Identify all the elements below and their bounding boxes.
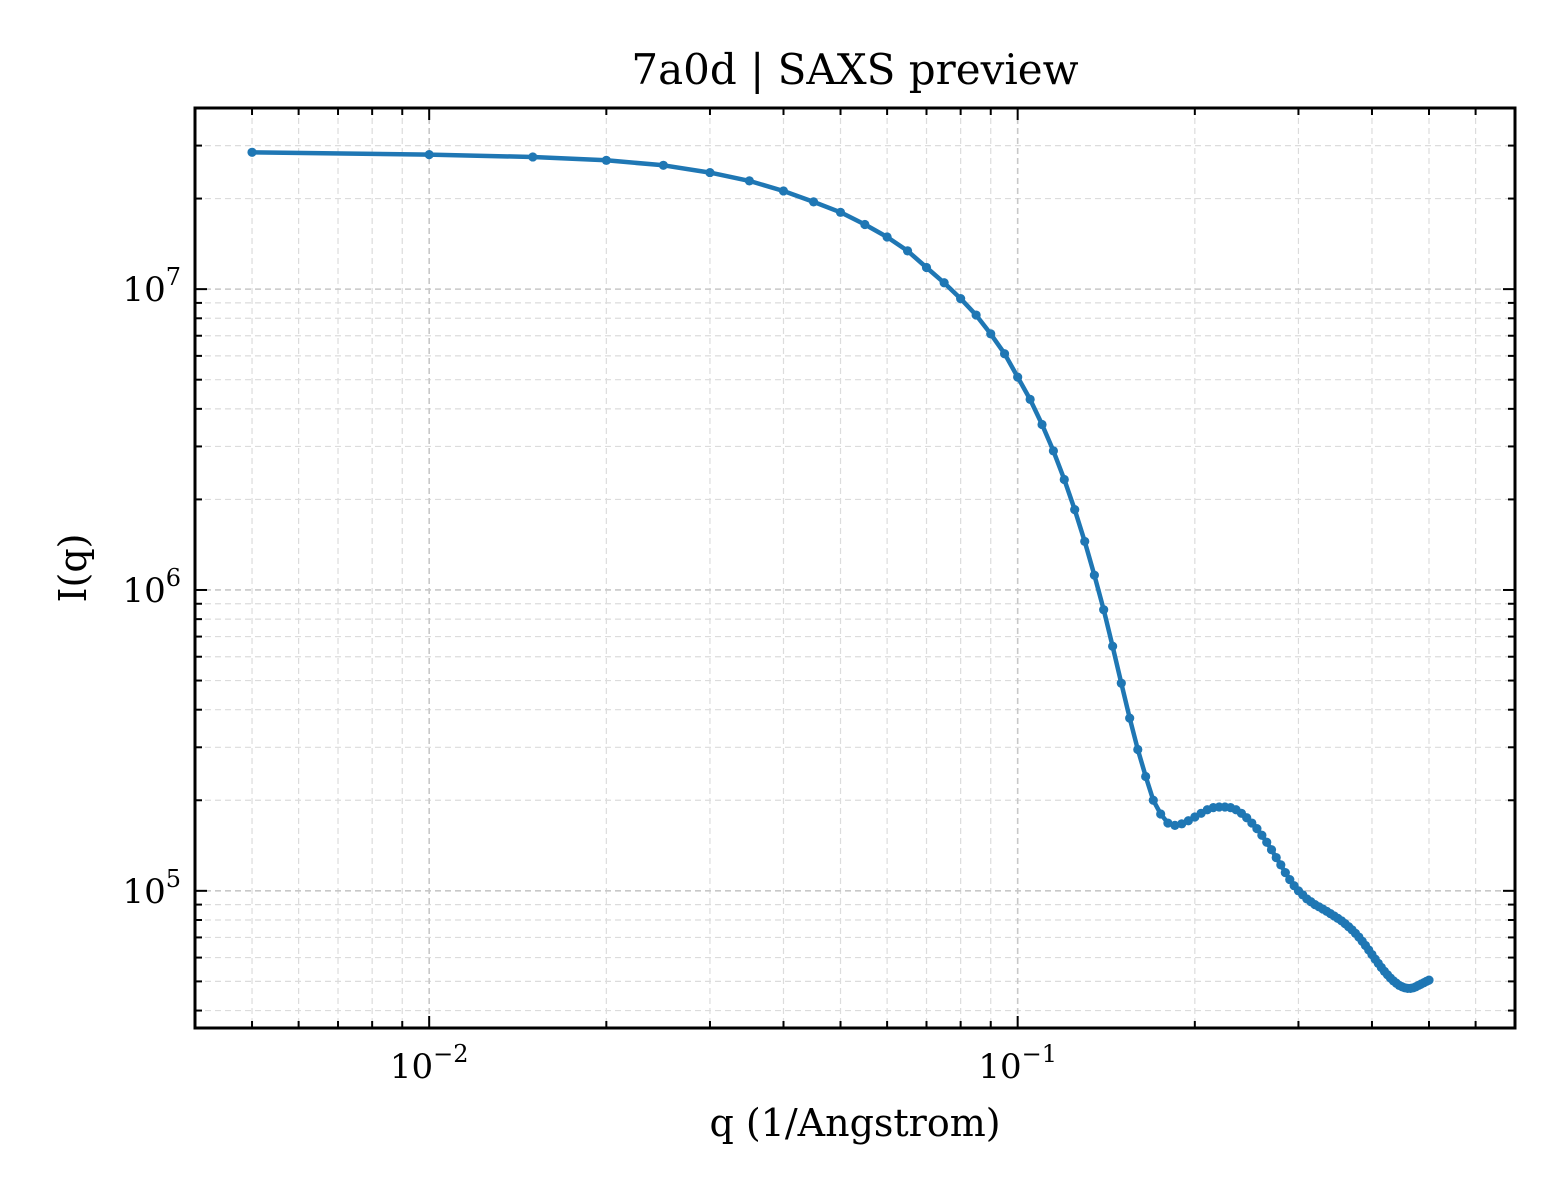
data-point [1262,837,1272,847]
data-point [956,294,966,304]
data-point [808,197,819,207]
data-point [999,349,1010,359]
data-point [1424,975,1434,985]
data-point [1276,860,1286,870]
data-point [705,167,715,178]
data-point [939,278,949,288]
chart-title: 7a0d | SAXS preview [631,45,1078,94]
data-point [860,219,870,230]
x-tick-label: 10−1 [978,1040,1057,1087]
y-tick-label: 105 [122,865,181,912]
data-point [1048,446,1058,456]
data-point [1141,771,1151,782]
data-point [247,147,257,157]
data-point [601,155,611,165]
data-point [1266,845,1277,855]
data-point [1163,818,1173,828]
y-axis-label: I(q) [51,534,95,603]
data-point [778,186,789,196]
data-point [1059,474,1069,485]
data-point [971,310,981,320]
data-point [1252,824,1262,834]
data-point [1156,809,1166,819]
data-point [1089,570,1099,580]
data-point [921,262,932,273]
data-point [1013,372,1023,382]
data-point [1099,605,1109,615]
y-tick-label: 106 [122,564,181,611]
axis-ticks [194,107,1515,1028]
data-point [882,232,892,242]
data-point [658,160,668,170]
data-point [1280,867,1290,878]
data-point [1037,419,1047,430]
data-point [528,152,538,162]
plot-frame [193,106,1517,1030]
minor-grid [194,107,1515,1028]
data-point [424,150,434,160]
data-point [1125,713,1135,723]
tick-labels: 10−2 10−1 105 106 107 [122,263,1057,1087]
data-point [1271,852,1281,863]
data-point [1257,830,1267,840]
x-tick-label: 10−2 [390,1040,469,1087]
data-point [902,246,913,256]
data-point [835,207,846,217]
data-point [1070,505,1080,515]
data-point [1133,744,1143,755]
data-point [1148,795,1158,805]
data-point [1080,536,1090,547]
data-point [1116,678,1126,688]
y-tick-label: 107 [122,263,181,310]
x-axis-label: q (1/Angstrom) [709,1101,1000,1145]
data-point [744,176,754,186]
data-point [1025,394,1035,405]
data-point [986,329,996,339]
data-point [1108,641,1118,651]
series-layer [247,147,1434,993]
